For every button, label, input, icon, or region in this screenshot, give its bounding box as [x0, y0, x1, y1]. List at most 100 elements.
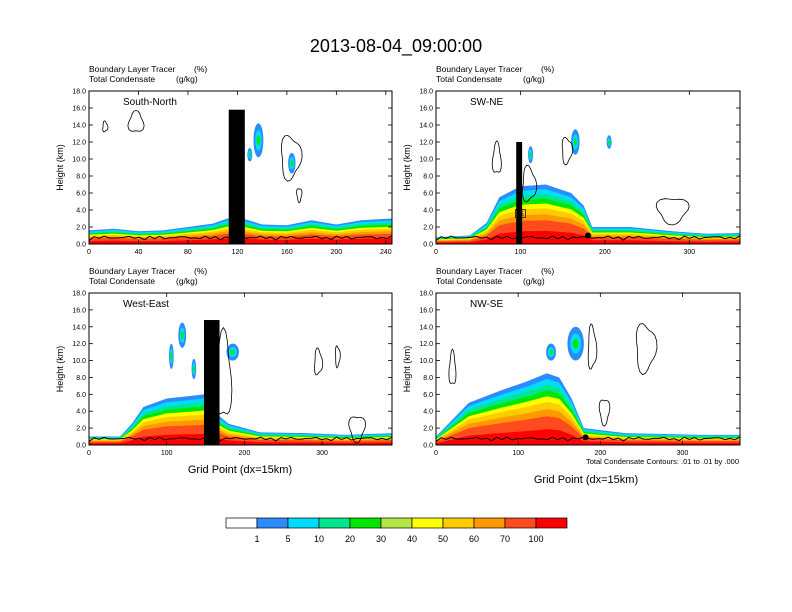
y-tick-label: 4.0 [423, 208, 433, 215]
plot-frame [88, 90, 393, 245]
condensate-contour-2 [280, 135, 303, 182]
y-tick-label: 12.0 [72, 140, 86, 147]
field-area [436, 323, 740, 445]
y-tick-label: 18.0 [419, 89, 433, 96]
y-tick-label: 2.0 [76, 426, 86, 433]
x-tick-label: 100 [515, 249, 527, 256]
y-tick-label: 0.0 [423, 443, 433, 450]
x-tick-label: 300 [316, 450, 328, 457]
y-tick-label: 6.0 [423, 392, 433, 399]
panel-header-tracer: Boundary Layer Tracer [436, 64, 523, 74]
x-tick-label: 0 [87, 450, 91, 457]
condensate-contour-0 [127, 109, 145, 132]
tracer-band-8 [436, 230, 740, 244]
panel-header-tracer: Boundary Layer Tracer [89, 64, 176, 74]
station-box-label: 83 [210, 349, 217, 355]
x-tick-label: 200 [594, 450, 606, 457]
y-tick-label: 0.0 [76, 443, 86, 450]
colorbar-swatch-1 [256, 517, 289, 529]
colorbar-label-20: 20 [345, 534, 355, 544]
field-area: 85 [436, 129, 740, 244]
y-tick-label: 12.0 [419, 140, 433, 147]
colorbar-label-1: 1 [254, 534, 259, 544]
location-marker [235, 235, 242, 242]
x-tick-label: 200 [599, 249, 611, 256]
y-tick-label: 18.0 [72, 291, 86, 298]
y-axis-label: Height (km) [55, 144, 65, 191]
panel-header-condensate-units: (g/kg) [523, 276, 545, 286]
x-tick-label: 0 [434, 249, 438, 256]
colorbar-label-10: 10 [314, 534, 324, 544]
condensate-contour-0 [214, 326, 233, 415]
x-tick-label: 0 [434, 450, 438, 457]
y-tick-label: 12.0 [72, 341, 86, 348]
y-tick-label: 10.0 [419, 157, 433, 164]
y-tick-label: 8.0 [76, 375, 86, 382]
colorbar-swatch-5 [380, 517, 413, 529]
panel-header-tracer-units: (%) [541, 64, 554, 74]
x-tick-label: 40 [135, 249, 143, 256]
plot-frame [88, 292, 393, 446]
condensate-contour-3 [655, 198, 690, 226]
colorbar-label-60: 60 [469, 534, 479, 544]
y-tick-label: 14.0 [419, 123, 433, 130]
condensate-contour-2 [635, 323, 658, 376]
y-tick-label: 10.0 [419, 358, 433, 365]
cloud-blob-center-2 [170, 352, 173, 361]
x-tick-label: 80 [184, 249, 192, 256]
panel-header-tracer-units: (%) [194, 266, 207, 276]
panel-header-tracer-units: (%) [541, 266, 554, 276]
condensate-contour-0 [491, 140, 502, 173]
cross-section-label: SW-NE [470, 97, 503, 108]
field-area: 83 [89, 320, 392, 445]
plot-frame [435, 90, 741, 245]
station-box-label: 85 [517, 212, 524, 218]
tracer-band-8 [89, 433, 392, 445]
panel-nw-se: Boundary Layer Tracer (%) Total Condensate… [402, 266, 741, 457]
colorbar-swatch-4 [349, 517, 382, 529]
x-tick-label: 200 [331, 249, 343, 256]
y-tick-label: 14.0 [72, 123, 86, 130]
y-tick-label: 10.0 [72, 358, 86, 365]
y-tick-label: 10.0 [72, 157, 86, 164]
cloud-blob-center-0 [256, 135, 261, 146]
y-tick-label: 4.0 [423, 409, 433, 416]
x-tick-label: 120 [232, 249, 244, 256]
colorbar: 1 5 10 20 30 40 50 60 70 100 [225, 517, 568, 544]
x-tick-label: 160 [281, 249, 293, 256]
condensate-contour-2 [334, 345, 341, 369]
y-tick-label: 6.0 [76, 392, 86, 399]
y-tick-label: 12.0 [419, 341, 433, 348]
convective-core-4 [234, 126, 239, 244]
station-box [515, 209, 526, 218]
condensate-contour-1 [587, 323, 598, 370]
cloud-blob-center-1 [529, 152, 532, 158]
colorbar-swatch-9 [504, 517, 537, 529]
y-tick-label: 16.0 [72, 106, 86, 113]
panel-south-north: Boundary Layer Tracer (%) Total Condensate… [55, 64, 393, 256]
cloud-blob-center-0 [180, 331, 184, 340]
location-marker [211, 433, 218, 440]
y-tick-label: 8.0 [76, 174, 86, 181]
contour-note: Total Condensate Contours: .01 to .01 by… [586, 457, 739, 466]
cloud-blob-center-3 [193, 365, 195, 373]
location-marker [582, 434, 589, 441]
colorbar-label-40: 40 [407, 534, 417, 544]
panel-header-condensate: Total Condensate [436, 276, 502, 286]
station-box [232, 159, 243, 169]
y-tick-label: 16.0 [419, 106, 433, 113]
condensate-contour-1 [522, 164, 538, 203]
colorbar-swatch-10 [535, 517, 568, 529]
panel-header-condensate: Total Condensate [89, 276, 155, 286]
colorbar-swatch-2 [287, 517, 320, 529]
cloud-blob-center-0 [572, 338, 579, 349]
y-tick-label: 2.0 [423, 426, 433, 433]
cloud-blob-center-2 [248, 152, 251, 157]
colorbar-swatch-6 [411, 517, 444, 529]
panel-header-condensate-units: (g/kg) [176, 276, 198, 286]
y-tick-label: 0.0 [76, 242, 86, 249]
tracer-band-8 [436, 429, 740, 445]
panel-header-condensate-units: (g/kg) [523, 74, 545, 84]
plot-frame [435, 292, 741, 446]
x-tick-label: 300 [677, 450, 689, 457]
